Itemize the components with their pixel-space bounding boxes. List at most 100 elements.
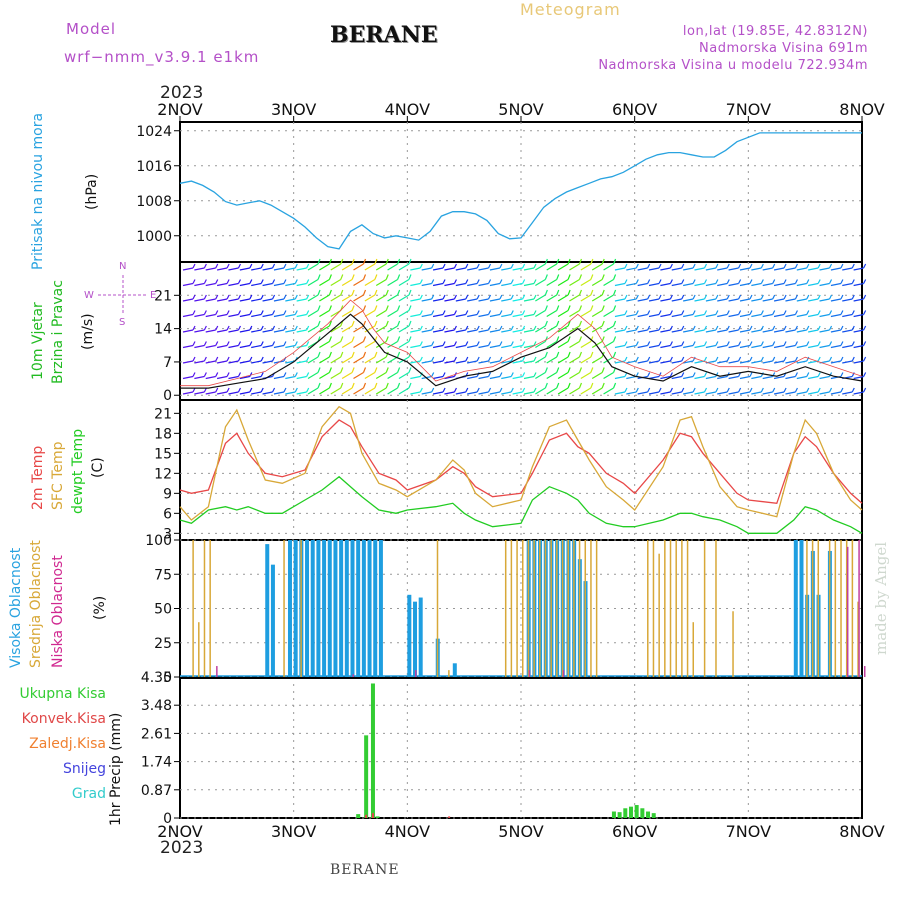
wind-barb-flag <box>556 258 560 265</box>
wind-barb <box>683 267 694 271</box>
wind-barb-flag <box>385 289 389 296</box>
wind-barb-flag <box>703 325 708 331</box>
wind-barb <box>660 375 671 380</box>
wind-barb <box>512 391 523 395</box>
wind-barb-flag <box>772 341 776 346</box>
x-tick-label-top: 3NOV <box>271 100 316 119</box>
wind-barb-flag <box>465 387 469 393</box>
cloud-mid-bar <box>567 540 569 677</box>
wind-barb-flag <box>692 372 696 377</box>
y-tick-label: 6 <box>163 506 172 522</box>
wind-barb <box>194 313 205 318</box>
wind-barb <box>569 371 580 380</box>
wind-barb-flag <box>772 263 776 269</box>
wind-barb <box>785 282 796 287</box>
wind-barb-flag <box>806 294 810 300</box>
wind-barb <box>228 282 239 287</box>
cloud-low-bar <box>352 674 354 677</box>
wind-barb-flag <box>192 294 196 300</box>
cloud-low-bar <box>864 666 866 677</box>
wind-barb-flag <box>317 258 321 265</box>
cloud-mid-bar <box>834 540 837 677</box>
cloud-mid-bar <box>647 540 649 677</box>
wind-barb-flag <box>715 341 719 346</box>
wind-barb <box>364 309 376 318</box>
wind-barb <box>717 360 728 364</box>
wind-barb <box>501 298 512 302</box>
wind-barb-flag <box>272 325 276 331</box>
wind-barb-flag <box>590 258 594 265</box>
wind-barb-flag <box>703 387 708 393</box>
wind-barb-flag <box>658 341 662 346</box>
wind-barb-flag <box>749 341 753 346</box>
wind-barb-flag <box>499 341 503 346</box>
wind-barb-flag <box>590 336 594 342</box>
wind-barb <box>739 329 751 333</box>
cloud-mid-bar <box>715 540 717 677</box>
wind-barb <box>285 344 296 349</box>
wind-barb <box>603 371 614 380</box>
wind-barb-flag <box>635 310 639 315</box>
wind-barb <box>773 360 785 364</box>
y-tick-label: 1000 <box>136 229 172 245</box>
wind-barb <box>580 340 592 349</box>
wind-barb-flag <box>476 387 480 393</box>
wind-barb-flag <box>567 351 571 358</box>
y-tick-label: 0 <box>163 388 172 404</box>
wind-barb <box>455 391 466 395</box>
wind-barb <box>626 375 637 380</box>
wind-barb-flag <box>237 387 242 393</box>
wind-barb-flag <box>442 325 446 331</box>
wind-barb-flag <box>203 341 207 346</box>
wind-barb-flag <box>215 356 219 362</box>
wind-barb <box>262 282 273 287</box>
wind-barb-flag <box>794 387 798 393</box>
wind-barb-flag <box>215 294 219 300</box>
cloud-high-bar <box>293 540 298 677</box>
wind-barb <box>478 360 489 364</box>
wind-barb-flag <box>749 387 753 393</box>
wind-barb-flag <box>272 279 276 284</box>
wind-barb-flag <box>749 356 753 362</box>
cloud-high-bar <box>344 540 349 677</box>
wind-barb-flag <box>510 356 514 362</box>
wind-barb-flag <box>783 310 787 315</box>
wind-barb <box>705 282 716 287</box>
wind-barb-flag <box>283 341 287 346</box>
cloud-high-bar <box>373 540 378 677</box>
wind-barb <box>842 344 853 349</box>
wind-barb-flag <box>806 263 810 269</box>
wind-barb <box>455 360 466 364</box>
wind-barb <box>501 360 512 364</box>
wind-barb-flag <box>681 356 685 362</box>
wind-barb-flag <box>806 387 810 393</box>
wind-barb-flag <box>385 351 389 358</box>
wind-barb-flag <box>806 372 810 377</box>
wind-barb-flag <box>669 356 673 362</box>
wind-barb-flag <box>340 351 344 358</box>
wind-barb-flag <box>272 356 276 362</box>
wind-barb-flag <box>613 289 617 296</box>
wind-barb <box>182 375 194 380</box>
wind-barb <box>626 267 637 271</box>
wind-barb-flag <box>726 387 730 393</box>
wind-barb <box>819 298 830 302</box>
wind-barb <box>694 329 705 333</box>
wind-barb <box>455 267 466 271</box>
y-tick-label: 1016 <box>136 159 172 175</box>
wind-barb-flag <box>556 336 560 342</box>
wind-barb-flag <box>760 294 764 300</box>
wind-barb <box>557 309 569 318</box>
wind-barb-flag <box>362 336 367 342</box>
wind-barb <box>796 329 807 333</box>
wind-barb-flag <box>431 279 435 284</box>
wind-barb <box>467 313 478 318</box>
wind-barb <box>228 360 239 364</box>
wind-barb-flag <box>635 387 639 393</box>
wind-barb <box>296 344 307 349</box>
wind-barb <box>717 344 728 349</box>
wind-barb-flag <box>749 310 753 315</box>
wind-barb <box>842 267 853 271</box>
wind-barb <box>182 391 194 395</box>
wind-barb-flag <box>840 341 844 346</box>
